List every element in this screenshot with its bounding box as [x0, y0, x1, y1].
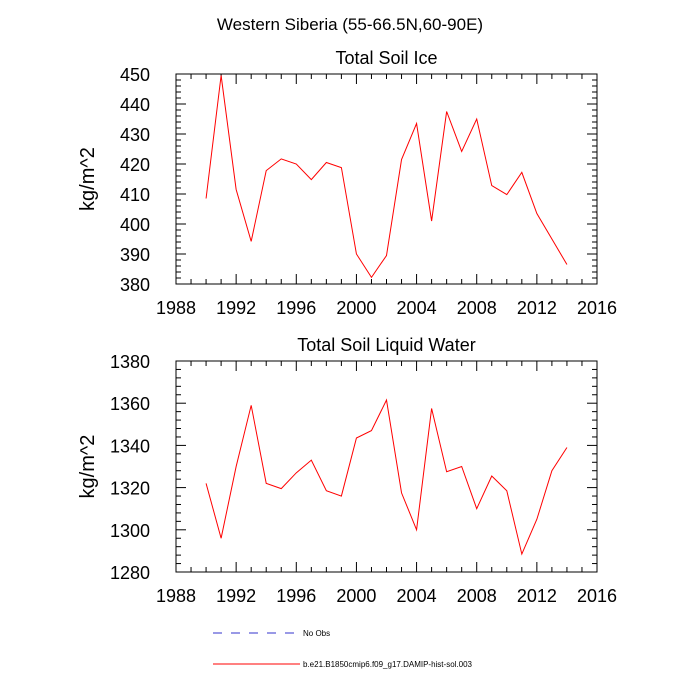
legend-label-no-obs: No Obs: [303, 629, 330, 638]
x-tick-label: 1996: [276, 586, 316, 606]
figure-title: Western Siberia (55-66.5N,60-90E): [217, 15, 483, 34]
chart-title-soil-ice: Total Soil Ice: [335, 48, 437, 68]
y-tick-label: 450: [120, 65, 150, 85]
panel-total-soil-ice: Total Soil Ice kg/m^2 1988 1992 1996 2000 2004…: [77, 48, 617, 318]
y-tick-label: 390: [120, 245, 150, 265]
y-tick-label: 1380: [110, 352, 150, 372]
x-tick-label: 2012: [517, 298, 557, 318]
x-tick-label: 1996: [276, 298, 316, 318]
y-axis-label-soil-water: kg/m^2: [77, 435, 99, 499]
y-tick-label: 410: [120, 185, 150, 205]
x-tick-label: 1992: [216, 586, 256, 606]
y-tick-label: 1300: [110, 521, 150, 541]
x-tick-label: 2000: [336, 586, 376, 606]
series-line-soil-water: [205, 398, 568, 556]
x-tick-label: 2004: [397, 298, 437, 318]
y-tick-label: 1320: [110, 479, 150, 499]
y-tick-label: 400: [120, 215, 150, 235]
y-tick-label: 1280: [110, 563, 150, 583]
x-tick-label: 1988: [156, 298, 196, 318]
x-tick-label: 1988: [156, 586, 196, 606]
plot-frame-soil-water: [175, 360, 598, 573]
y-tick-label: 440: [120, 95, 150, 115]
series-line-soil-ice: [205, 75, 568, 279]
x-tick-label: 2012: [517, 586, 557, 606]
y-axis-label-soil-ice: kg/m^2: [77, 147, 99, 211]
x-tick-label: 2016: [577, 298, 617, 318]
panel-total-soil-liquid-water: Total Soil Liquid Water kg/m^2 1988 1992 199…: [77, 335, 617, 606]
x-tick-label: 2016: [577, 586, 617, 606]
x-tick-label: 2008: [457, 586, 497, 606]
x-tick-label: 2000: [336, 298, 376, 318]
legend-label-model: b.e21.B1850cmip6.f09_g17.DAMIP-hist-sol.…: [303, 660, 473, 669]
x-tick-label: 1992: [216, 298, 256, 318]
x-tick-label: 2004: [397, 586, 437, 606]
y-tick-label: 380: [120, 275, 150, 295]
chart-title-soil-water: Total Soil Liquid Water: [297, 335, 475, 355]
y-tick-label: 430: [120, 125, 150, 145]
y-tick-label: 420: [120, 155, 150, 175]
legend: No Obs b.e21.B1850cmip6.f09_g17.DAMIP-hi…: [213, 629, 473, 669]
y-tick-label: 1360: [110, 394, 150, 414]
x-tick-label: 2008: [457, 298, 497, 318]
y-tick-label: 1340: [110, 436, 150, 456]
